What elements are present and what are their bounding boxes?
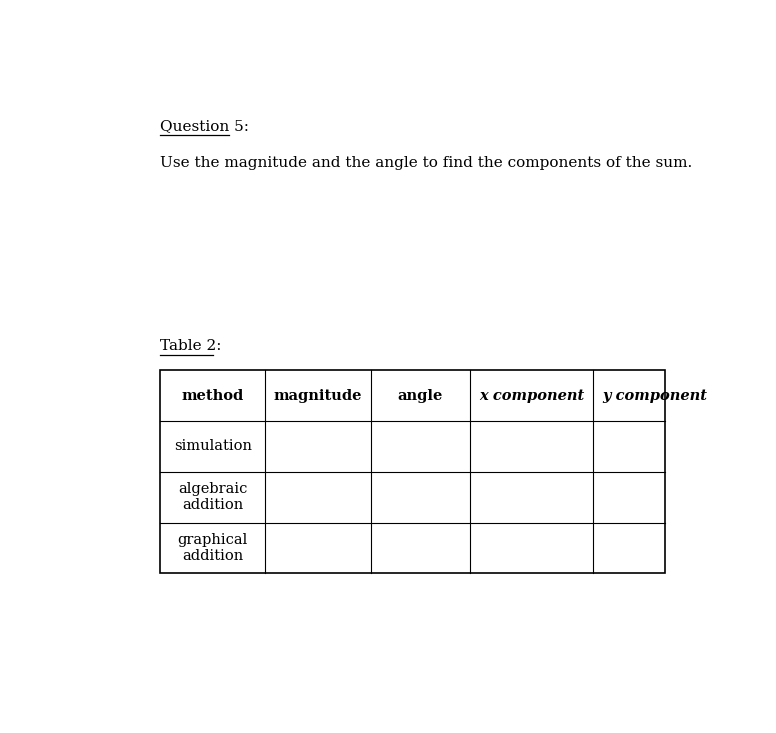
- Text: Use the magnitude and the angle to find the components of the sum.: Use the magnitude and the angle to find …: [160, 155, 692, 169]
- Text: simulation: simulation: [174, 439, 251, 453]
- FancyBboxPatch shape: [160, 370, 665, 573]
- Text: Table 2:: Table 2:: [160, 339, 222, 353]
- Text: y component: y component: [602, 388, 707, 402]
- Text: algebraic
addition: algebraic addition: [178, 482, 248, 512]
- Text: Question 5:: Question 5:: [160, 119, 249, 133]
- Text: x component: x component: [479, 388, 584, 402]
- Text: angle: angle: [397, 388, 443, 402]
- Text: magnitude: magnitude: [274, 388, 362, 402]
- Text: graphical
addition: graphical addition: [178, 533, 248, 563]
- Text: method: method: [182, 388, 244, 402]
